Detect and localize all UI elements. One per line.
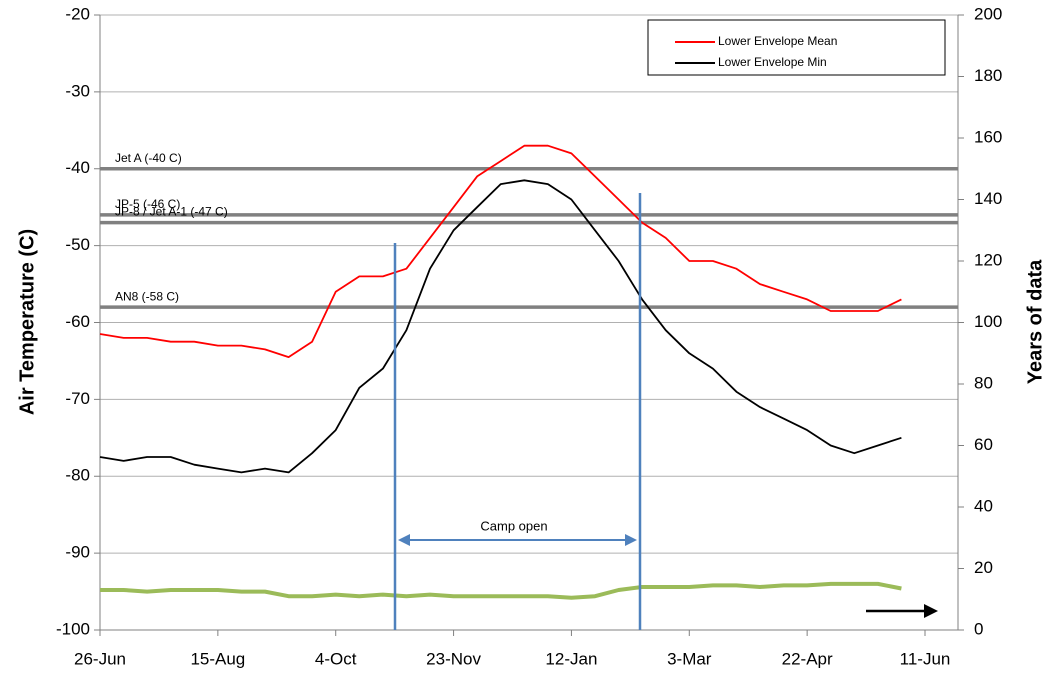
y-tick-label: -40 bbox=[65, 158, 90, 177]
legend-label: Lower Envelope Min bbox=[718, 55, 827, 69]
reference-label: Jet A (-40 C) bbox=[115, 151, 182, 165]
y2-tick-label: 80 bbox=[974, 373, 993, 392]
y-tick-label: -90 bbox=[65, 543, 90, 562]
y2-tick-label: 100 bbox=[974, 312, 1002, 331]
y2-tick-label: 20 bbox=[974, 558, 993, 577]
y2-tick-label: 180 bbox=[974, 66, 1002, 85]
data-line bbox=[99, 144, 902, 358]
arrow-head bbox=[398, 534, 410, 546]
reference-label: JP-8 / Jet A-1 (-47 C) bbox=[115, 205, 228, 219]
x-tick-label: 12-Jan bbox=[545, 649, 597, 668]
arrow-head bbox=[625, 534, 637, 546]
y2-tick-label: 60 bbox=[974, 435, 993, 454]
y-tick-label: -20 bbox=[65, 4, 90, 23]
data-line bbox=[99, 179, 902, 474]
y-tick-label: -80 bbox=[65, 466, 90, 485]
y2-tick-label: 160 bbox=[974, 127, 1002, 146]
y2-tick-label: 200 bbox=[974, 4, 1002, 23]
y2-tick-label: 140 bbox=[974, 189, 1002, 208]
x-tick-label: 26-Jun bbox=[74, 649, 126, 668]
x-tick-label: 22-Apr bbox=[782, 649, 833, 668]
x-tick-label: 23-Nov bbox=[426, 649, 481, 668]
arrow-head bbox=[924, 604, 938, 618]
y2-axis-label: Years of data bbox=[1024, 259, 1046, 384]
annotation: Camp open bbox=[480, 518, 547, 533]
y-tick-label: -100 bbox=[56, 619, 90, 638]
y2-tick-label: 120 bbox=[974, 250, 1002, 269]
y-tick-label: -60 bbox=[65, 312, 90, 331]
y2-tick-label: 40 bbox=[974, 496, 993, 515]
y-tick-label: -50 bbox=[65, 235, 90, 254]
y-tick-label: -70 bbox=[65, 389, 90, 408]
data-line bbox=[100, 581, 902, 600]
y-axis-label: Air Temperature (C) bbox=[16, 229, 38, 415]
y2-tick-label: 0 bbox=[974, 619, 983, 638]
legend-box bbox=[647, 19, 946, 76]
x-tick-label: 4-Oct bbox=[315, 649, 357, 668]
x-tick-label: 3-Mar bbox=[667, 649, 712, 668]
legend-label: Lower Envelope Mean bbox=[718, 34, 837, 48]
x-tick-label: 15-Aug bbox=[190, 649, 245, 668]
x-tick-label: 11-Jun bbox=[900, 649, 951, 668]
y-tick-label: -30 bbox=[65, 81, 90, 100]
reference-label: AN8 (-58 C) bbox=[115, 289, 179, 303]
reference-label: JP-5 (-46 C) bbox=[115, 197, 180, 211]
